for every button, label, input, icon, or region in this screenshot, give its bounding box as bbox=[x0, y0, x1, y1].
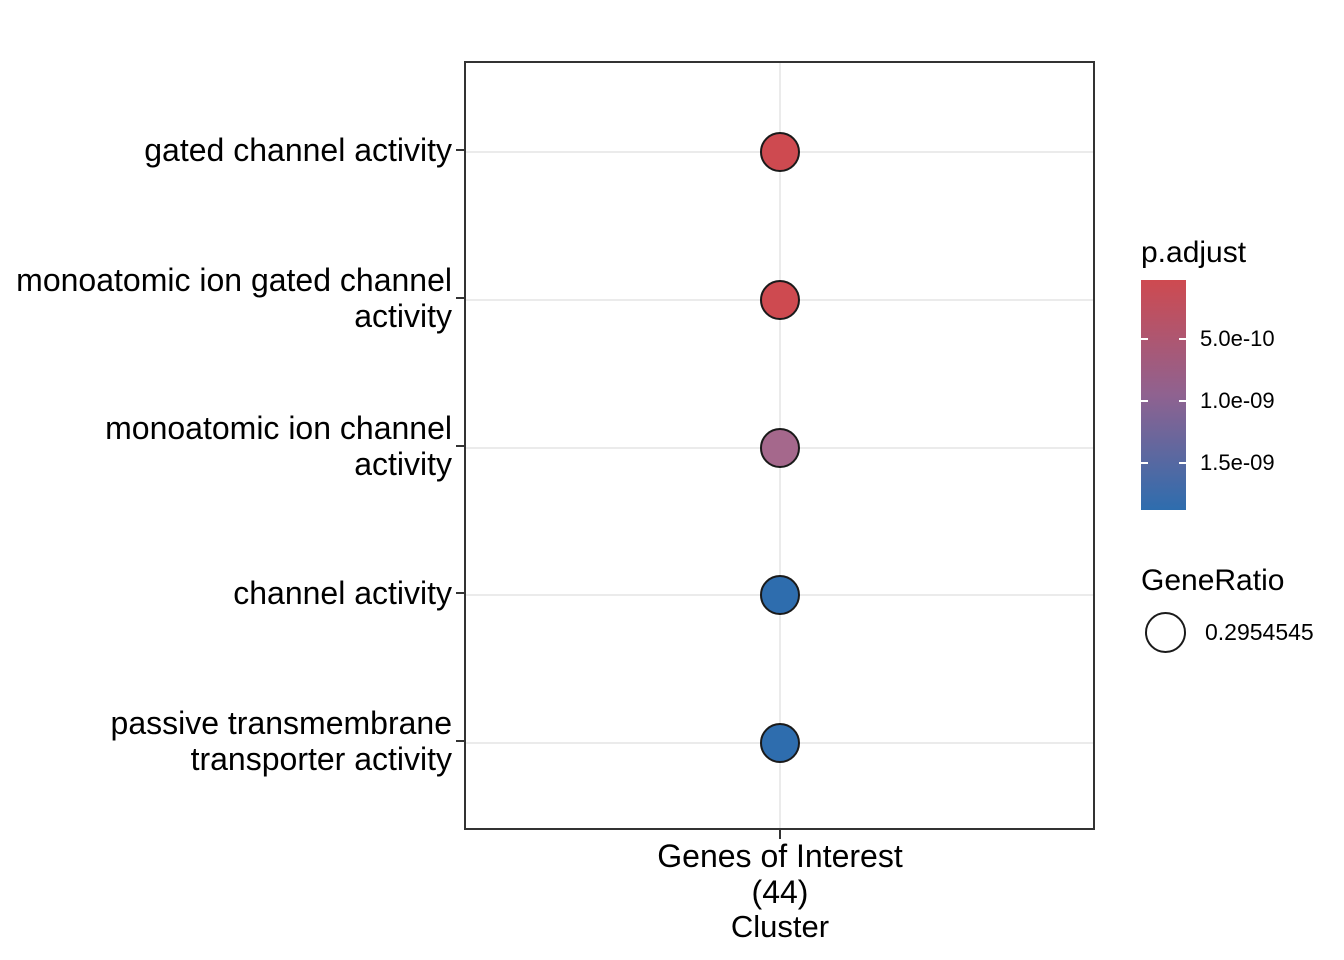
padjust-colorbar bbox=[1141, 280, 1186, 510]
data-point bbox=[759, 279, 800, 320]
y-axis-label: gated channel activity bbox=[144, 131, 452, 168]
y-axis-label: channel activity bbox=[233, 575, 452, 612]
plot-panel bbox=[464, 61, 1095, 830]
colorbar-label: 1.0e-09 bbox=[1200, 387, 1275, 413]
colorbar-tick bbox=[1179, 337, 1186, 340]
data-point bbox=[759, 723, 800, 764]
generatio-size-label: 0.2954545 bbox=[1205, 619, 1314, 645]
colorbar-tick bbox=[1179, 461, 1186, 464]
x-axis-tick-label: Genes of Interest (44) bbox=[657, 838, 903, 910]
y-axis-label: monoatomic ion gated channel activity bbox=[16, 261, 452, 334]
colorbar-tick bbox=[1141, 461, 1148, 464]
colorbar-label: 1.5e-09 bbox=[1200, 449, 1275, 475]
x-axis-title: Cluster bbox=[730, 909, 830, 944]
data-point bbox=[759, 427, 800, 468]
data-point bbox=[759, 575, 800, 616]
padjust-legend-title: p.adjust bbox=[1141, 236, 1247, 269]
y-axis-tick bbox=[456, 296, 465, 299]
colorbar-tick bbox=[1141, 399, 1148, 402]
colorbar-tick bbox=[1179, 399, 1186, 402]
colorbar-tick bbox=[1141, 337, 1148, 340]
generatio-legend-title: GeneRatio bbox=[1141, 564, 1285, 597]
data-point bbox=[759, 131, 800, 172]
y-axis-tick bbox=[456, 740, 465, 743]
generatio-size-circle bbox=[1145, 612, 1186, 653]
y-axis-label: monoatomic ion channel activity bbox=[105, 409, 452, 482]
y-axis-tick bbox=[456, 148, 465, 151]
x-axis-tick bbox=[778, 830, 781, 839]
y-axis-label: passive transmembrane transporter activi… bbox=[110, 705, 452, 778]
y-axis-tick bbox=[456, 592, 465, 595]
y-axis-tick bbox=[456, 444, 465, 447]
colorbar-label: 5.0e-10 bbox=[1200, 325, 1275, 351]
